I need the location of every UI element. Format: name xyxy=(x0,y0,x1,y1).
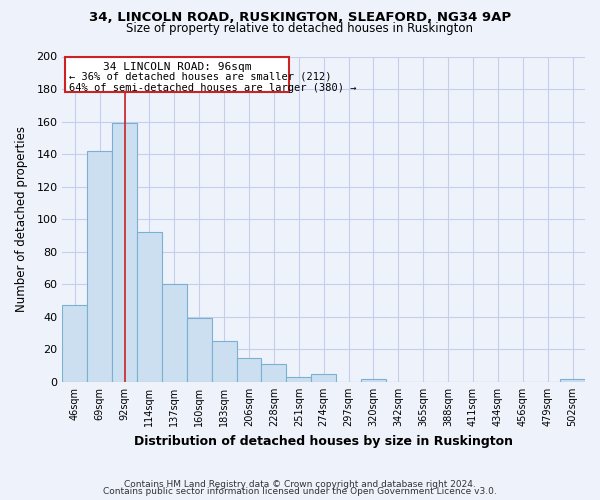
Text: 34, LINCOLN ROAD, RUSKINGTON, SLEAFORD, NG34 9AP: 34, LINCOLN ROAD, RUSKINGTON, SLEAFORD, … xyxy=(89,11,511,24)
Bar xyxy=(137,232,162,382)
X-axis label: Distribution of detached houses by size in Ruskington: Distribution of detached houses by size … xyxy=(134,434,513,448)
Bar xyxy=(87,151,112,382)
Bar xyxy=(62,306,87,382)
Bar xyxy=(236,358,262,382)
Text: Contains public sector information licensed under the Open Government Licence v3: Contains public sector information licen… xyxy=(103,487,497,496)
Bar xyxy=(212,342,236,382)
Bar xyxy=(286,377,311,382)
Bar xyxy=(65,56,289,92)
Text: Size of property relative to detached houses in Ruskington: Size of property relative to detached ho… xyxy=(127,22,473,35)
Text: Contains HM Land Registry data © Crown copyright and database right 2024.: Contains HM Land Registry data © Crown c… xyxy=(124,480,476,489)
Bar xyxy=(162,284,187,382)
Bar xyxy=(560,378,585,382)
Text: ← 36% of detached houses are smaller (212): ← 36% of detached houses are smaller (21… xyxy=(68,72,331,82)
Bar xyxy=(112,123,137,382)
Bar xyxy=(361,378,386,382)
Bar xyxy=(262,364,286,382)
Bar xyxy=(187,318,212,382)
Text: 34 LINCOLN ROAD: 96sqm: 34 LINCOLN ROAD: 96sqm xyxy=(103,62,251,72)
Y-axis label: Number of detached properties: Number of detached properties xyxy=(15,126,28,312)
Bar xyxy=(311,374,336,382)
Text: 64% of semi-detached houses are larger (380) →: 64% of semi-detached houses are larger (… xyxy=(68,84,356,94)
